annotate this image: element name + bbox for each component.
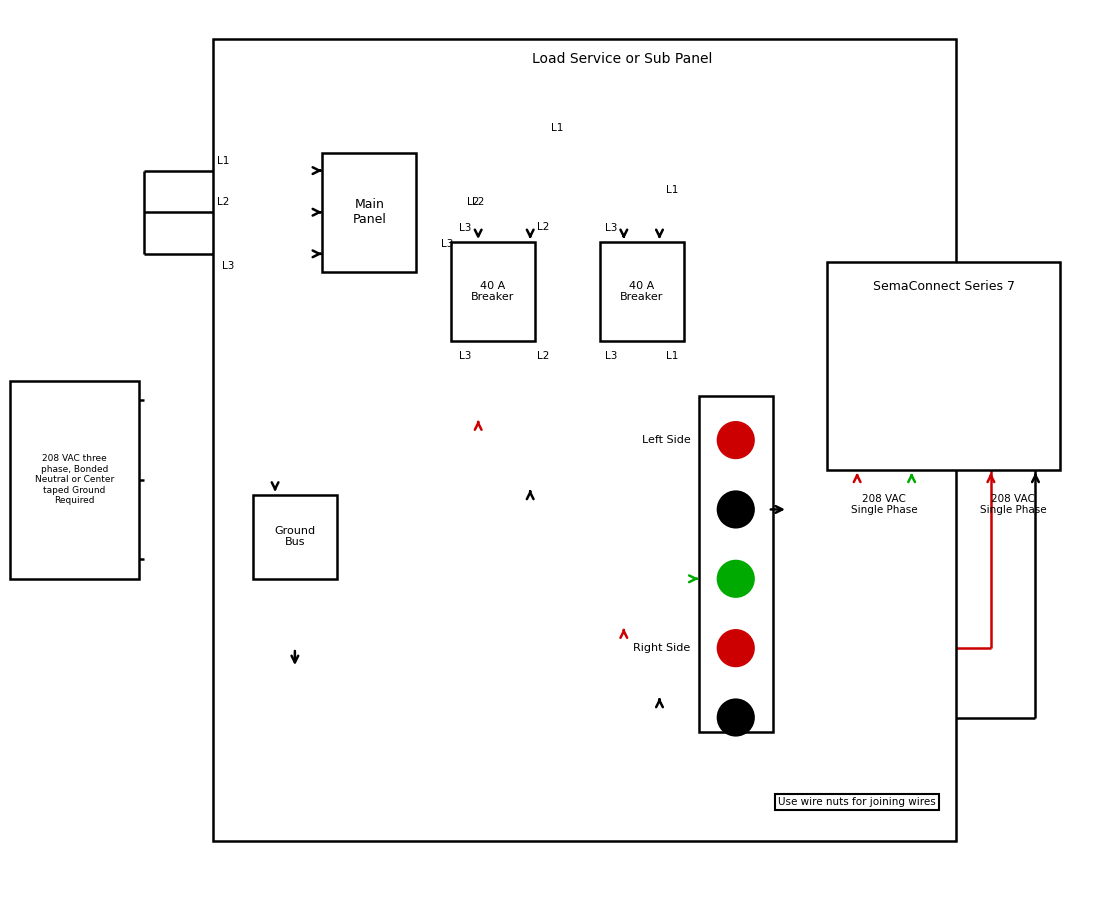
Text: SemaConnect Series 7: SemaConnect Series 7 bbox=[872, 280, 1015, 293]
Circle shape bbox=[718, 491, 754, 527]
Text: 208 VAC three
phase, Bonded
Neutral or Center
taped Ground
Required: 208 VAC three phase, Bonded Neutral or C… bbox=[35, 454, 114, 505]
Circle shape bbox=[718, 630, 754, 666]
Text: L1: L1 bbox=[217, 156, 229, 166]
Text: L1: L1 bbox=[667, 184, 679, 195]
Text: L1: L1 bbox=[551, 123, 563, 133]
Circle shape bbox=[718, 699, 754, 735]
Text: L3: L3 bbox=[605, 351, 617, 361]
Text: L3: L3 bbox=[605, 223, 617, 233]
Text: L3: L3 bbox=[459, 223, 471, 233]
Bar bbox=[10, 381, 139, 579]
Text: L2: L2 bbox=[537, 222, 550, 232]
Text: L2: L2 bbox=[472, 197, 484, 207]
Text: L3: L3 bbox=[459, 351, 471, 361]
Text: L3: L3 bbox=[222, 261, 234, 271]
Circle shape bbox=[718, 561, 754, 597]
Text: L3: L3 bbox=[441, 238, 453, 249]
Text: Load Service or Sub Panel: Load Service or Sub Panel bbox=[531, 51, 712, 66]
Bar bbox=[213, 39, 956, 842]
Bar bbox=[322, 153, 416, 272]
Text: Main
Panel: Main Panel bbox=[352, 198, 386, 226]
Bar bbox=[451, 242, 535, 341]
Text: 208 VAC
Single Phase: 208 VAC Single Phase bbox=[980, 494, 1046, 516]
Text: Right Side: Right Side bbox=[634, 644, 691, 653]
Text: L2: L2 bbox=[468, 197, 480, 207]
Bar bbox=[253, 495, 337, 579]
Text: 40 A
Breaker: 40 A Breaker bbox=[471, 281, 515, 302]
Text: L1: L1 bbox=[667, 351, 679, 361]
Bar bbox=[600, 242, 684, 341]
Circle shape bbox=[718, 422, 754, 458]
Text: Ground
Bus: Ground Bus bbox=[274, 526, 316, 547]
Text: 40 A
Breaker: 40 A Breaker bbox=[620, 281, 663, 302]
Text: Left Side: Left Side bbox=[642, 435, 691, 446]
Text: L2: L2 bbox=[537, 351, 550, 361]
Text: Use wire nuts for joining wires: Use wire nuts for joining wires bbox=[778, 796, 936, 806]
Text: L2: L2 bbox=[217, 197, 229, 207]
Bar bbox=[698, 395, 773, 733]
Bar bbox=[827, 262, 1060, 470]
Text: 208 VAC
Single Phase: 208 VAC Single Phase bbox=[851, 494, 917, 516]
